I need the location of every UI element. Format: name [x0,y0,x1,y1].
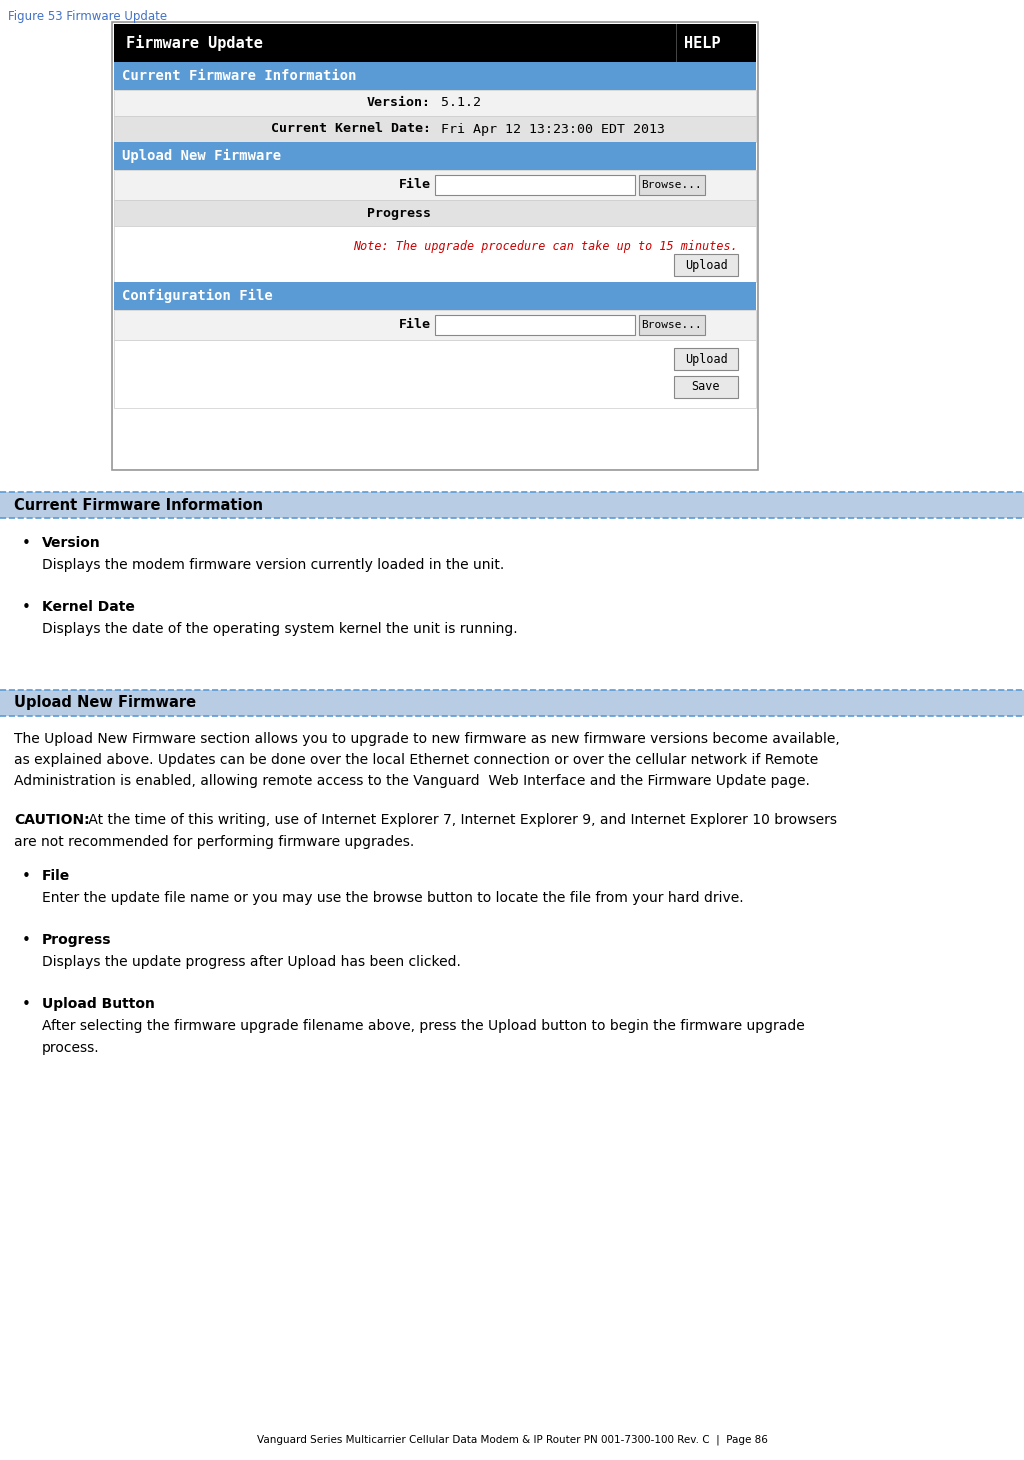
Text: File: File [399,178,431,191]
Text: Version:: Version: [367,96,431,109]
Bar [114,310,756,340]
Bar [114,142,756,169]
Text: Configuration File: Configuration File [122,289,272,304]
Text: At the time of this writing, use of Internet Explorer 7, Internet Explorer 9, an: At the time of this writing, use of Inte… [84,813,837,826]
Bar [114,115,756,142]
Text: Upload New Firmware: Upload New Firmware [122,149,282,164]
Text: Version: Version [42,536,100,550]
Text: Vanguard Series Multicarrier Cellular Data Modem & IP Router PN 001-7300-100 Rev: Vanguard Series Multicarrier Cellular Da… [257,1435,767,1445]
Text: are not recommended for performing firmware upgrades.: are not recommended for performing firmw… [14,835,415,850]
Text: The Upload New Firmware section allows you to upgrade to new firmware as new fir: The Upload New Firmware section allows y… [14,731,840,746]
Text: Upload Button: Upload Button [42,997,155,1010]
Bar [114,226,756,282]
Text: Save: Save [692,381,720,394]
Text: as explained above. Updates can be done over the local Ethernet connection or ov: as explained above. Updates can be done … [14,753,818,766]
Bar [114,340,756,407]
Text: Displays the modem firmware version currently loaded in the unit.: Displays the modem firmware version curr… [42,558,504,572]
Bar [674,254,738,276]
Text: Browse...: Browse... [642,320,702,330]
Text: Firmware Update: Firmware Update [126,35,263,51]
Bar [639,175,705,196]
Text: •: • [22,933,31,948]
Text: Fri Apr 12 13:23:00 EDT 2013: Fri Apr 12 13:23:00 EDT 2013 [433,123,665,136]
Text: Displays the update progress after Upload has been clicked.: Displays the update progress after Uploa… [42,955,461,969]
Bar [639,315,705,334]
Text: After selecting the firmware upgrade filename above, press the Upload button to : After selecting the firmware upgrade fil… [42,1019,805,1034]
Text: Displays the date of the operating system kernel the unit is running.: Displays the date of the operating syste… [42,622,517,637]
Bar [674,347,738,369]
Bar [114,91,756,115]
Text: Figure 53 Firmware Update: Figure 53 Firmware Update [8,10,167,23]
Text: HELP: HELP [684,35,721,51]
Bar [674,377,738,399]
Text: File: File [399,318,431,331]
Text: Progress: Progress [367,206,431,219]
Text: Progress: Progress [42,933,112,948]
Text: Note: The upgrade procedure can take up to 15 minutes.: Note: The upgrade procedure can take up … [353,239,738,253]
Text: Administration is enabled, allowing remote access to the Vanguard  Web Interface: Administration is enabled, allowing remo… [14,774,810,788]
Text: Upload: Upload [685,352,727,365]
Text: Current Firmware Information: Current Firmware Information [122,69,356,83]
Text: File: File [42,869,71,883]
Bar [114,23,756,61]
Bar [112,22,758,470]
Bar [114,169,756,200]
Text: Browse...: Browse... [642,180,702,190]
Bar [114,200,756,226]
Text: CAUTION:: CAUTION: [14,813,90,826]
Text: •: • [22,600,31,615]
Text: process.: process. [42,1041,99,1056]
Text: •: • [22,997,31,1012]
Bar [114,61,756,91]
Text: Current Firmware Information: Current Firmware Information [14,498,263,512]
Bar [0,492,1024,518]
Text: Current Kernel Date:: Current Kernel Date: [271,123,431,136]
Text: Enter the update file name or you may use the browse button to locate the file f: Enter the update file name or you may us… [42,891,743,905]
Text: Upload New Firmware: Upload New Firmware [14,695,197,711]
Text: Kernel Date: Kernel Date [42,600,135,615]
Text: 5.1.2: 5.1.2 [433,96,481,109]
Bar [113,23,757,469]
Bar [435,315,635,334]
Bar [114,282,756,310]
Bar [435,175,635,196]
Text: •: • [22,536,31,550]
Text: •: • [22,869,31,883]
Text: Upload: Upload [685,258,727,272]
Bar [0,691,1024,715]
